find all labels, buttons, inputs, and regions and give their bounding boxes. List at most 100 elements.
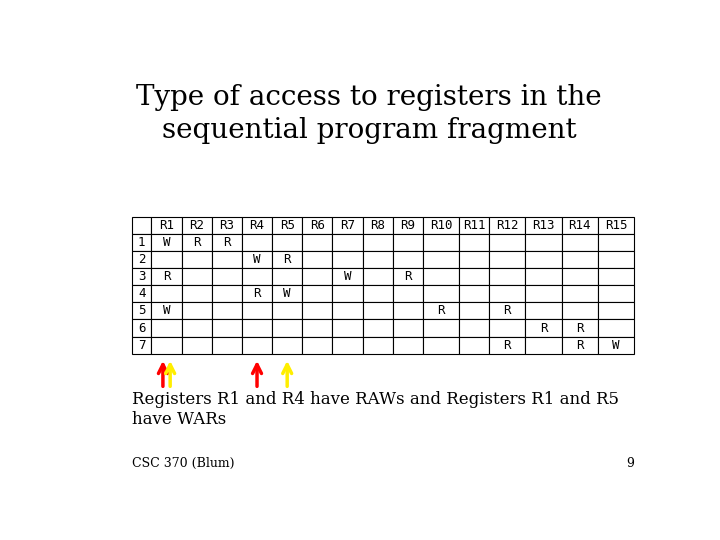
Bar [132,302,151,320]
Text: W: W [612,339,620,352]
Bar [151,320,181,336]
Bar [392,234,423,251]
Bar [242,217,272,234]
Bar [212,336,242,354]
Bar [212,217,242,234]
Bar [302,268,333,285]
Bar [151,268,181,285]
Bar [392,285,423,302]
Bar [562,234,598,251]
Bar [151,234,181,251]
Bar [181,320,212,336]
Text: sequential program fragment: sequential program fragment [162,117,576,144]
Bar [302,217,333,234]
Bar [526,217,562,234]
Bar [526,234,562,251]
Bar [490,285,526,302]
Text: R12: R12 [496,219,518,232]
Text: 3: 3 [138,270,145,283]
Bar [459,217,490,234]
Bar [526,302,562,320]
Bar [363,320,392,336]
Bar [272,234,302,251]
Bar [490,234,526,251]
Bar [562,320,598,336]
Bar [181,268,212,285]
Bar [490,320,526,336]
Bar [333,336,363,354]
Bar [272,268,302,285]
Text: 9: 9 [626,457,634,470]
Text: W: W [284,287,291,300]
Bar [392,336,423,354]
Text: R15: R15 [605,219,627,232]
Bar [562,217,598,234]
Text: R: R [576,321,583,335]
Bar [272,217,302,234]
Bar [598,320,634,336]
Bar [423,320,459,336]
Text: 1: 1 [138,236,145,249]
Bar [598,285,634,302]
Text: 5: 5 [138,305,145,318]
Bar [242,234,272,251]
Bar [598,336,634,354]
Bar [490,251,526,268]
Bar [392,251,423,268]
Bar [363,217,392,234]
Bar [526,285,562,302]
Bar [272,320,302,336]
Bar [562,336,598,354]
Text: R3: R3 [220,219,235,232]
Bar [212,268,242,285]
Bar [242,320,272,336]
Text: W: W [253,253,261,266]
Bar [151,251,181,268]
Text: R: R [284,253,291,266]
Text: Registers R1 and R4 have RAWs and Registers R1 and R5
have WARs: Registers R1 and R4 have RAWs and Regist… [132,391,619,428]
Bar [132,320,151,336]
Bar [212,302,242,320]
Bar [181,251,212,268]
Bar [562,302,598,320]
Text: W: W [163,236,171,249]
Text: R: R [437,305,445,318]
Text: 6: 6 [138,321,145,335]
Bar [562,251,598,268]
Bar [363,251,392,268]
Bar [132,217,151,234]
Bar [151,285,181,302]
Text: R7: R7 [340,219,355,232]
Bar [272,302,302,320]
Bar [132,285,151,302]
Text: R5: R5 [279,219,294,232]
Bar [526,268,562,285]
Bar [181,336,212,354]
Bar [459,234,490,251]
Bar [363,285,392,302]
Text: R: R [404,270,412,283]
Bar [392,268,423,285]
Bar [598,217,634,234]
Text: W: W [343,270,351,283]
Text: Type of access to registers in the: Type of access to registers in the [136,84,602,111]
Text: R9: R9 [400,219,415,232]
Bar [333,251,363,268]
Bar [490,217,526,234]
Text: R: R [576,339,583,352]
Bar [333,234,363,251]
Bar [333,217,363,234]
Bar [333,320,363,336]
Text: R4: R4 [250,219,264,232]
Bar [598,234,634,251]
Text: R10: R10 [430,219,452,232]
Bar [181,217,212,234]
Bar [363,234,392,251]
Bar [302,251,333,268]
Bar [423,336,459,354]
Bar [459,251,490,268]
Bar [490,336,526,354]
Bar [302,285,333,302]
Text: R: R [503,339,511,352]
Bar [392,320,423,336]
